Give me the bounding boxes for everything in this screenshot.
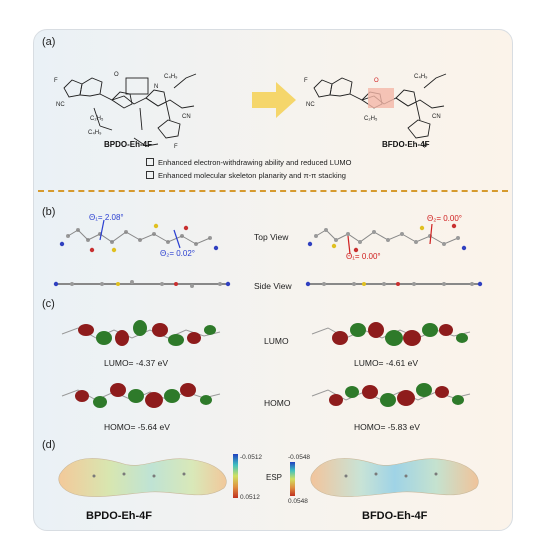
svg-text:CN: CN [182,114,191,120]
svg-text:F: F [54,78,58,84]
right-theta2: Θ₂= 0.00° [427,214,462,223]
svg-text:F: F [174,144,178,150]
right-lumo-orbital [311,322,471,346]
bullet-box [146,171,154,179]
left-esp-surface [58,458,227,497]
transform-arrow [252,82,296,118]
svg-text:F: F [424,144,428,150]
svg-text:C₄H₉: C₄H₉ [88,130,102,136]
left-scale-bottom: 0.0512 [240,494,260,501]
right-scale-bottom: 0.0548 [288,498,308,505]
left-scale-top: -0.0512 [240,454,263,461]
right-esp-colorbar [290,462,295,496]
right-homo-orbital [311,383,471,407]
left-homo-energy: HOMO= -5.64 eV [104,422,170,432]
left-theta1: Θ₁= 2.08° [89,213,124,222]
svg-text:O: O [114,72,119,78]
esp-label: ESP [266,473,283,482]
bullet-2: Enhanced molecular skeleton planarity an… [146,171,346,180]
left-lumo-energy: LUMO= -4.37 eV [104,358,169,368]
left-esp-colorbar [233,454,238,498]
section-divider [38,190,508,192]
panel-d-label: (d) [42,439,56,451]
svg-text:NC: NC [306,102,315,108]
bullet-1: Enhanced electron-withdrawing ability an… [146,158,351,167]
side-view-label: Side View [254,281,292,291]
right-molecule-structure: F NC O C₄H₉ C₂H₅ CN F [304,73,447,150]
right-top-view-structure [307,223,467,255]
svg-text:O: O [374,78,379,84]
left-molecule-structure: F NC O C₄H₉ C₂H₅ C₄H₉ CN F N [54,72,197,150]
left-molecule-name: BPDO-Eh-4F [104,140,152,149]
left-top-view-structure [59,219,219,253]
svg-text:C₄H₉: C₄H₉ [164,74,178,80]
svg-text:N: N [154,84,158,90]
left-theta2: Θ₂= 0.02° [160,249,195,258]
svg-text:C₂H₅: C₂H₅ [90,116,104,122]
left-lumo-orbital [61,320,221,346]
svg-text:CN: CN [432,114,441,120]
figure-panel: (a) F NC O C₄H₉ C₂H₅ C₄H₉ CN F N BPDO-Eh-4F [33,29,513,531]
svg-text:C₂H₅: C₂H₅ [364,116,378,122]
left-homo-orbital [61,383,221,408]
bullet-1-text: Enhanced electron-withdrawing ability an… [158,158,352,167]
panel-b-label: (b) [42,206,56,218]
bullet-box [146,158,154,166]
bullet-2-text: Enhanced molecular skeleton planarity an… [158,171,346,180]
lumo-label: LUMO [264,336,289,346]
top-view-label: Top View [254,232,289,242]
right-theta1: Θ₁= 0.00° [346,252,381,261]
homo-label: HOMO [264,398,291,408]
right-lumo-energy: LUMO= -4.61 eV [354,358,419,368]
svg-text:NC: NC [56,102,65,108]
right-esp-name: BFDO-Eh-4F [362,510,428,522]
right-esp-surface [310,458,479,497]
left-esp-name: BPDO-Eh-4F [86,510,152,522]
svg-text:F: F [304,78,308,84]
right-scale-top: -0.0548 [288,454,311,461]
svg-text:C₄H₉: C₄H₉ [414,74,428,80]
right-molecule-name: BFDO-Eh-4F [382,140,430,149]
right-homo-energy: HOMO= -5.83 eV [354,422,420,432]
left-side-view-structure [53,280,231,288]
right-side-view-structure [305,281,483,287]
panel-c-label: (c) [42,298,55,310]
panel-a-label: (a) [42,36,56,48]
